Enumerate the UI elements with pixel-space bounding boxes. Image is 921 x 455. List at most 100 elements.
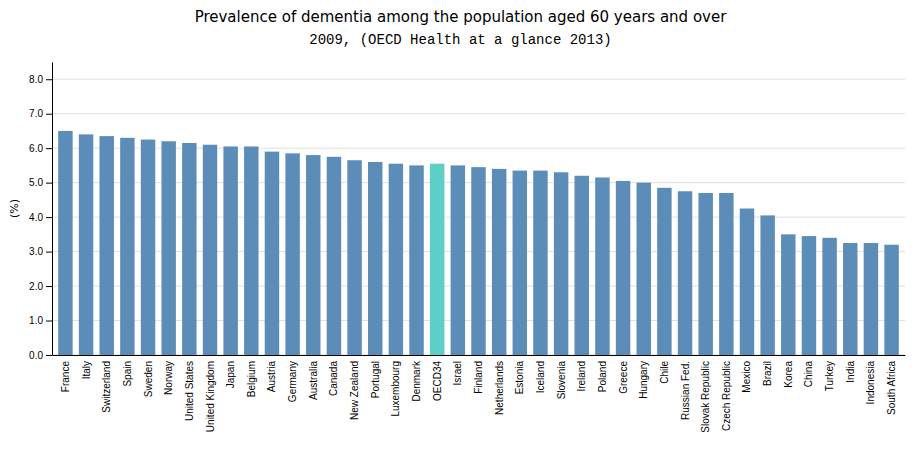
bar bbox=[822, 238, 836, 355]
x-tick: Chile bbox=[659, 361, 670, 384]
x-tick-label: New Zealand bbox=[349, 361, 360, 420]
bar bbox=[182, 143, 196, 355]
x-tick-label: United Kingdom bbox=[205, 361, 216, 432]
y-tick-mark bbox=[46, 252, 52, 253]
y-tick: 7.0 bbox=[29, 108, 52, 119]
x-tick: Japan bbox=[225, 361, 236, 388]
y-axis: 0.01.02.03.04.05.06.07.08.0 bbox=[29, 63, 52, 361]
y-tick-label: 6.0 bbox=[29, 143, 43, 154]
y-tick-mark bbox=[46, 79, 52, 80]
bar bbox=[306, 155, 320, 355]
x-tick-label: Russian Fed. bbox=[680, 361, 691, 420]
x-tick: Iceland bbox=[535, 361, 546, 393]
x-tick-label: Hungary bbox=[638, 361, 649, 399]
bar bbox=[533, 171, 547, 355]
grid bbox=[52, 79, 905, 355]
x-tick: Belgium bbox=[246, 361, 257, 397]
bar bbox=[760, 215, 774, 355]
x-tick-label: Indonesia bbox=[865, 361, 876, 405]
x-tick: Czech Republic bbox=[721, 361, 732, 431]
bar bbox=[678, 191, 692, 355]
x-tick: Spain bbox=[122, 361, 133, 387]
y-axis-line bbox=[52, 63, 53, 356]
x-tick: South Africa bbox=[886, 361, 897, 415]
title: Prevalence of dementia among the populat… bbox=[195, 8, 728, 26]
y-tick: 5.0 bbox=[29, 177, 52, 188]
x-tick: Hungary bbox=[638, 361, 649, 399]
y-tick-mark bbox=[46, 286, 52, 287]
bar bbox=[430, 164, 444, 355]
bar bbox=[719, 193, 733, 355]
x-tick: Portugal bbox=[370, 361, 381, 398]
bar bbox=[389, 164, 403, 355]
y-tick-mark bbox=[46, 148, 52, 149]
x-tick-label: France bbox=[60, 361, 71, 393]
x-tick-label: South Africa bbox=[886, 361, 897, 415]
x-tick: Korea bbox=[783, 361, 794, 388]
grid-line bbox=[52, 148, 905, 149]
bar bbox=[657, 188, 671, 355]
x-tick-label: Portugal bbox=[370, 361, 381, 398]
bar bbox=[285, 153, 299, 355]
x-tick-label: United States bbox=[184, 361, 195, 421]
bar bbox=[781, 234, 795, 355]
x-tick: Ireland bbox=[576, 361, 587, 392]
y-tick-label: 8.0 bbox=[29, 74, 43, 85]
y-tick: 1.0 bbox=[29, 315, 52, 326]
x-tick-label: Korea bbox=[783, 361, 794, 388]
y-tick: 6.0 bbox=[29, 143, 52, 154]
x-tick-label: Poland bbox=[597, 361, 608, 392]
y-tick-mark bbox=[46, 355, 52, 356]
x-tick: Denmark bbox=[411, 360, 422, 402]
y-tick: 3.0 bbox=[29, 246, 52, 257]
y-tick-mark bbox=[46, 217, 52, 218]
y-tick-label: 7.0 bbox=[29, 108, 43, 119]
bars bbox=[58, 131, 899, 355]
x-tick-label: Netherlands bbox=[494, 361, 505, 415]
y-tick-label: 4.0 bbox=[29, 212, 43, 223]
bar bbox=[554, 172, 568, 355]
y-tick: 8.0 bbox=[29, 74, 52, 85]
x-tick-label: China bbox=[803, 361, 814, 388]
bar bbox=[884, 245, 898, 355]
x-axis: FranceItalySwitzerlandSpainSwedenNorwayU… bbox=[53, 356, 906, 433]
bar bbox=[616, 181, 630, 355]
bar bbox=[100, 136, 114, 355]
x-tick-label: Italy bbox=[81, 361, 92, 379]
bar bbox=[513, 171, 527, 355]
bar bbox=[575, 176, 589, 355]
x-tick-label: Turkey bbox=[824, 361, 835, 391]
bar bbox=[79, 134, 93, 355]
x-tick-label: Mexico bbox=[741, 361, 752, 393]
x-tick-label: Germany bbox=[287, 361, 298, 402]
x-tick: Netherlands bbox=[494, 361, 505, 415]
x-tick-label: Australia bbox=[308, 361, 319, 400]
x-tick: Finland bbox=[473, 361, 484, 394]
x-tick-label: Slovak Republic bbox=[700, 361, 711, 433]
x-tick-label: Czech Republic bbox=[721, 361, 732, 431]
y-axis-title: (%) bbox=[8, 199, 21, 218]
y-tick-label: 2.0 bbox=[29, 281, 43, 292]
bar bbox=[223, 146, 237, 355]
x-tick-label: Ireland bbox=[576, 361, 587, 392]
x-tick: Germany bbox=[287, 361, 298, 402]
chart: Prevalence of dementia among the populat… bbox=[0, 0, 921, 455]
x-tick: Australia bbox=[308, 361, 319, 400]
bar bbox=[864, 243, 878, 355]
bar bbox=[244, 146, 258, 355]
x-tick-label: Luxembourg bbox=[390, 361, 401, 417]
bar bbox=[451, 165, 465, 355]
bar bbox=[740, 209, 754, 356]
x-tick: Indonesia bbox=[865, 361, 876, 405]
bar bbox=[802, 236, 816, 355]
x-tick-label: Sweden bbox=[143, 361, 154, 397]
x-tick-label: Iceland bbox=[535, 361, 546, 393]
x-tick-label: India bbox=[845, 361, 856, 383]
x-tick: France bbox=[60, 361, 71, 393]
x-tick-label: Denmark bbox=[411, 360, 422, 402]
y-tick-mark bbox=[46, 183, 52, 184]
x-tick: United States bbox=[184, 361, 195, 421]
x-tick: Poland bbox=[597, 361, 608, 392]
grid-line bbox=[52, 113, 905, 114]
x-tick-label: Greece bbox=[618, 361, 629, 394]
